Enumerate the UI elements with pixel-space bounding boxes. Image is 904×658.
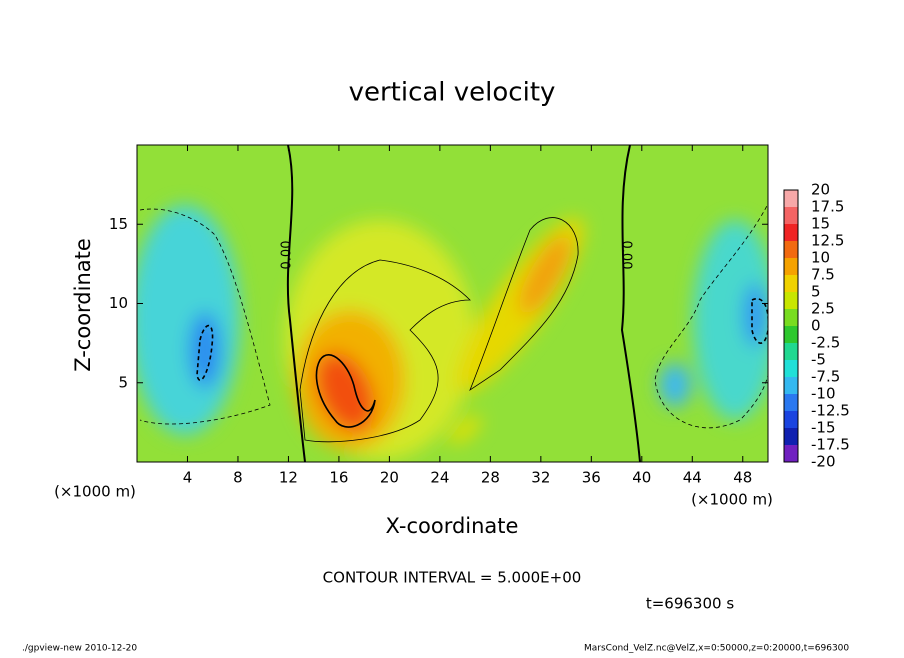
contour-label: 0.00 [280,241,295,270]
x-tick-label: 28 [481,469,500,487]
colorbar-label: -20 [811,453,836,471]
colorbar-bin [784,445,798,462]
colorbar-label: 5 [811,283,821,301]
x-tick-label: 4 [183,469,193,487]
x-tick-label: 12 [279,469,298,487]
x-unit-label: (×1000 m) [54,483,136,501]
colorbar-label: 12.5 [811,232,844,250]
x-tick-label: 44 [683,469,702,487]
x-tick-label: 48 [733,469,752,487]
y-tick-label: 10 [109,294,128,312]
colorbar-frame [783,189,799,463]
colorbar-label: -15 [811,419,836,437]
colorbar-label: -12.5 [811,402,850,420]
colorbar-bin [784,241,798,258]
contour-label: 0.00 [619,241,634,270]
colorbar-label: -10 [811,385,836,403]
colorbar-bin [784,428,798,445]
contour-field [137,145,768,462]
colorbar-bin [784,292,798,309]
colorbar-bin [784,224,798,241]
x-unit-label: (×1000 m) [691,491,773,509]
x-tick-label: 16 [329,469,348,487]
colorbar-bin [784,309,798,326]
colorbar-bin [784,207,798,224]
colorbar-label: 17.5 [811,198,844,216]
x-tick-label: 32 [531,469,550,487]
colorbar-label: 0 [811,317,821,335]
colorbar-bin [784,394,798,411]
y-tick-label: 5 [118,373,128,391]
colorbar-bin [784,411,798,428]
footer-right: MarsCond_VelZ.nc@VelZ,x=0:50000,z=0:2000… [584,644,849,654]
time-label: t=696300 s [646,595,734,613]
y-axis-label: Z-coordinate [71,238,95,372]
colorbar-bin [784,343,798,360]
x-tick-label: 40 [632,469,651,487]
colorbar-label: 20 [811,181,830,199]
colorbar-label: 2.5 [811,300,835,318]
x-tick-label: 24 [430,469,449,487]
colorbar-label: -5 [811,351,826,369]
colorbar-label: -2.5 [811,334,840,352]
colorbar-label: -17.5 [811,436,850,454]
x-axis-label: X-coordinate [386,514,519,538]
colorbar-label: -7.5 [811,368,840,386]
footer-left: ./gpview-new 2010-12-20 [22,644,137,654]
colorbar-bin [784,275,798,292]
colorbar-label: 10 [811,249,830,267]
colorbar-bin [784,190,798,207]
chart-title: vertical velocity [349,78,556,108]
colorbar-label: 7.5 [811,266,835,284]
x-tick-label: 20 [380,469,399,487]
contour-interval: CONTOUR INTERVAL = 5.000E+00 [323,569,582,587]
x-tick-label: 36 [582,469,601,487]
x-tick-label: 8 [233,469,243,487]
colorbar-bin [784,326,798,343]
colorbar-bin [784,377,798,394]
colorbar-label: 15 [811,215,830,233]
colorbar-bin [784,360,798,377]
colorbar-bin [784,258,798,275]
y-tick-label: 15 [109,215,128,233]
